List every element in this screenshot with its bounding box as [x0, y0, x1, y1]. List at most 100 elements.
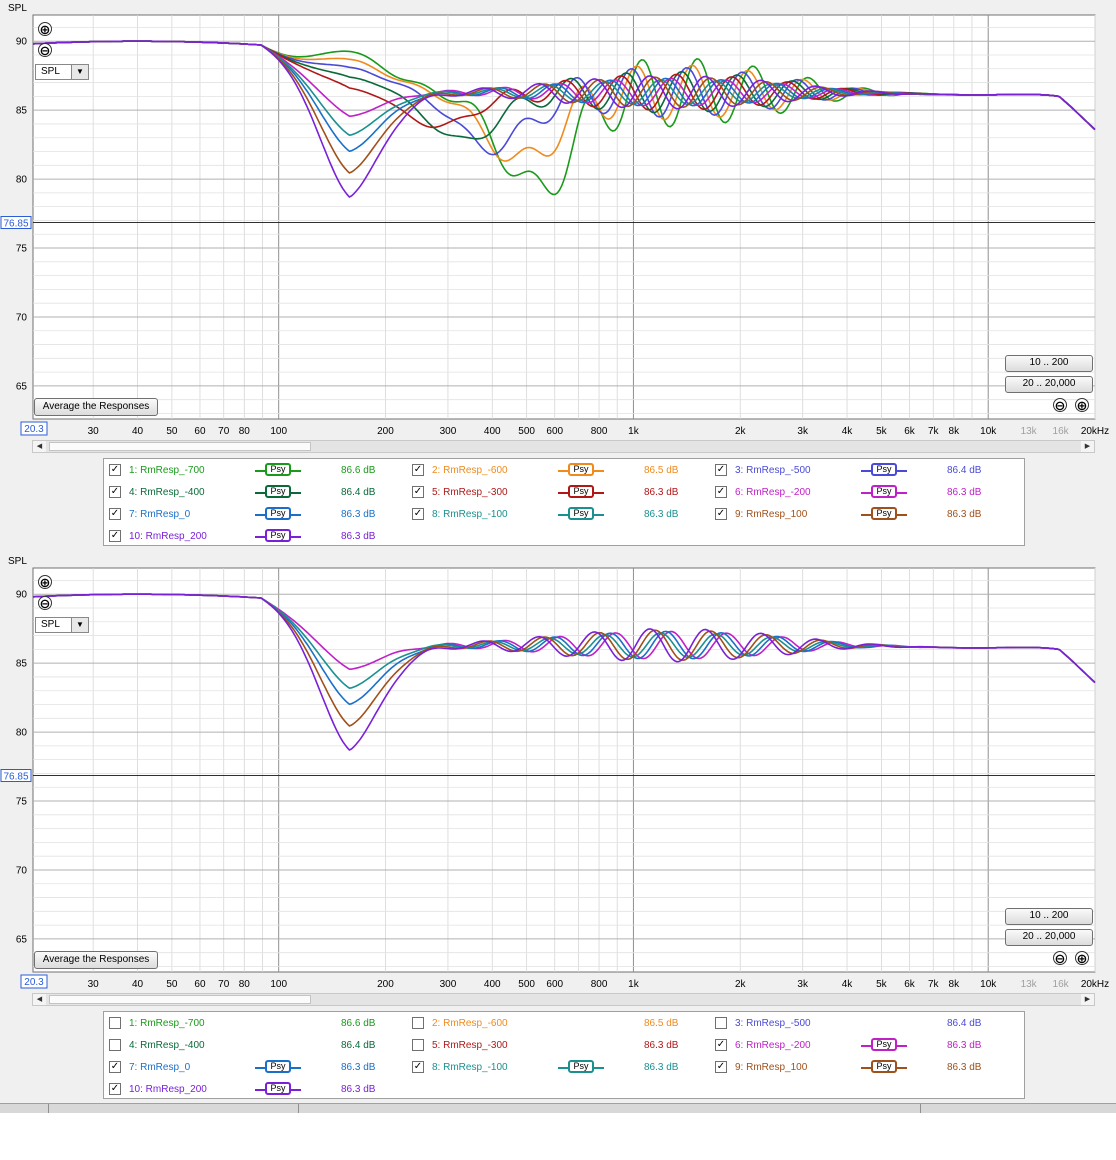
visibility-checkbox[interactable] — [715, 1017, 727, 1029]
measurement-name: 3: RmResp_-500 — [735, 465, 811, 476]
zoom-in-icon[interactable]: ⊕ — [38, 575, 52, 590]
x-tick-label: 600 — [546, 426, 563, 437]
psy-smoothing-indicator[interactable]: Psy — [861, 463, 907, 478]
scroll-left-icon[interactable]: ◀ — [33, 441, 46, 452]
visibility-checkbox[interactable]: ✓ — [715, 464, 727, 476]
x-tick-label: 5k — [876, 426, 888, 437]
measurement-level: 86.3 dB — [341, 531, 376, 542]
chevron-down-icon[interactable]: ▼ — [71, 618, 88, 632]
y-tick-label: 85 — [16, 659, 28, 670]
psy-label: Psy — [568, 1060, 594, 1073]
measurement-level: 86.3 dB — [644, 1062, 679, 1073]
visibility-checkbox[interactable]: ✓ — [109, 1061, 121, 1073]
cursor-x-readout-box — [20, 421, 48, 436]
scrollbar-thumb[interactable] — [49, 442, 311, 451]
psy-smoothing-indicator[interactable]: Psy — [255, 463, 301, 478]
x-tick-label: 30 — [88, 979, 100, 990]
visibility-checkbox[interactable] — [412, 1017, 424, 1029]
x-tick-label: 2k — [735, 979, 747, 990]
psy-smoothing-indicator[interactable]: Psy — [255, 529, 301, 544]
measurement-name: 3: RmResp_-500 — [735, 1018, 811, 1029]
scroll-left-icon[interactable]: ◀ — [33, 994, 46, 1005]
visibility-checkbox[interactable]: ✓ — [715, 486, 727, 498]
y-tick-label: 90 — [16, 590, 28, 601]
visibility-checkbox[interactable]: ✓ — [715, 1061, 727, 1073]
legend-item: ✓ 8: RmResp_-100 Psy 86.3 dB — [412, 1059, 712, 1077]
horizontal-scrollbar[interactable]: ◀ ▶ — [32, 993, 1095, 1006]
x-tick-label: 6k — [904, 979, 916, 990]
x-tick-label: 2k — [735, 426, 747, 437]
visibility-checkbox[interactable] — [109, 1017, 121, 1029]
visibility-checkbox[interactable]: ✓ — [412, 486, 424, 498]
psy-smoothing-indicator[interactable]: Psy — [255, 1060, 301, 1075]
x-tick-label: 20kHz — [1081, 979, 1109, 990]
x-tick-label: 8k — [949, 426, 961, 437]
visibility-checkbox[interactable]: ✓ — [109, 1083, 121, 1095]
graph-panel-bottom: SPL 90 85 80 75 70 65 30 40 50 60 70 80 100 200 300 400 5… — [0, 553, 1116, 1106]
visibility-checkbox[interactable] — [412, 1039, 424, 1051]
measurement-name: 7: RmResp_0 — [129, 509, 191, 520]
x-tick-label: 400 — [484, 979, 501, 990]
psy-smoothing-indicator[interactable]: Psy — [861, 507, 907, 522]
legend-item: ✓ 10: RmResp_200 Psy 86.3 dB — [109, 1081, 409, 1099]
zoom-out-icon[interactable]: ⊖ — [1053, 398, 1067, 413]
visibility-checkbox[interactable]: ✓ — [715, 1039, 727, 1051]
chevron-down-icon[interactable]: ▼ — [71, 65, 88, 79]
zoom-out-icon[interactable]: ⊖ — [38, 596, 52, 611]
series-line-10 — [32, 593, 1096, 752]
range-20-20000-button[interactable]: 20 .. 20,000 — [1005, 929, 1093, 946]
psy-smoothing-indicator[interactable]: Psy — [255, 507, 301, 522]
x-tick-label: 200 — [377, 426, 394, 437]
visibility-checkbox[interactable]: ✓ — [715, 508, 727, 520]
psy-smoothing-indicator[interactable]: Psy — [861, 485, 907, 500]
visibility-checkbox[interactable]: ✓ — [412, 1061, 424, 1073]
psy-smoothing-indicator[interactable]: Psy — [861, 1060, 907, 1075]
x-tick-label: 60 — [194, 979, 206, 990]
scrollbar-thumb[interactable] — [49, 995, 311, 1004]
visibility-checkbox[interactable]: ✓ — [109, 508, 121, 520]
measurement-name: 7: RmResp_0 — [129, 1062, 191, 1073]
horizontal-scrollbar[interactable]: ◀ ▶ — [32, 440, 1095, 453]
psy-smoothing-indicator[interactable]: Psy — [255, 1082, 301, 1097]
range-20-20000-button[interactable]: 20 .. 20,000 — [1005, 376, 1093, 393]
x-tick-label: 100 — [270, 979, 287, 990]
x-tick-label: 300 — [440, 426, 457, 437]
psy-smoothing-indicator[interactable]: Psy — [558, 507, 604, 522]
spl-select[interactable]: SPL ▼ — [35, 64, 89, 80]
visibility-checkbox[interactable]: ✓ — [109, 530, 121, 542]
psy-smoothing-indicator[interactable]: Psy — [558, 1060, 604, 1075]
scroll-right-icon[interactable]: ▶ — [1081, 441, 1094, 452]
visibility-checkbox[interactable] — [109, 1039, 121, 1051]
zoom-out-icon[interactable]: ⊖ — [1053, 951, 1067, 966]
psy-smoothing-indicator[interactable]: Psy — [255, 485, 301, 500]
legend-item: 5: RmResp_-300 86.3 dB — [412, 1037, 712, 1055]
range-10-200-button[interactable]: 10 .. 200 — [1005, 908, 1093, 925]
visibility-checkbox[interactable]: ✓ — [109, 464, 121, 476]
graph-plot-area[interactable]: 90 85 80 75 70 65 30 40 50 60 70 80 100 200 300 400 500 6… — [0, 553, 1116, 1008]
legend-item: ✓ 7: RmResp_0 Psy 86.3 dB — [109, 506, 409, 524]
x-tick-label: 13k — [1021, 979, 1038, 990]
x-tick-label: 3k — [797, 426, 809, 437]
spl-select[interactable]: SPL ▼ — [35, 617, 89, 633]
psy-smoothing-indicator[interactable]: Psy — [861, 1038, 907, 1053]
scroll-right-icon[interactable]: ▶ — [1081, 994, 1094, 1005]
average-responses-button[interactable]: Average the Responses — [34, 398, 158, 416]
psy-smoothing-indicator[interactable]: Psy — [558, 463, 604, 478]
range-10-200-button[interactable]: 10 .. 200 — [1005, 355, 1093, 372]
measurement-name: 10: RmResp_200 — [129, 531, 207, 542]
visibility-checkbox[interactable]: ✓ — [109, 486, 121, 498]
cursor-y-readout: 76.85 — [3, 219, 28, 230]
graph-plot-area[interactable]: 90 85 80 75 70 65 30 40 50 60 70 80 100 200 300 400 500 6… — [0, 0, 1116, 455]
zoom-in-icon[interactable]: ⊕ — [1075, 398, 1089, 413]
x-tick-label: 1k — [628, 426, 640, 437]
psy-smoothing-indicator[interactable]: Psy — [558, 485, 604, 500]
visibility-checkbox[interactable]: ✓ — [412, 508, 424, 520]
x-tick-label: 500 — [518, 426, 535, 437]
zoom-in-icon[interactable]: ⊕ — [1075, 951, 1089, 966]
zoom-out-icon[interactable]: ⊖ — [38, 43, 52, 58]
x-tick-label: 20kHz — [1081, 426, 1109, 437]
average-responses-button[interactable]: Average the Responses — [34, 951, 158, 969]
measurement-name: 1: RmResp_-700 — [129, 1018, 205, 1029]
visibility-checkbox[interactable]: ✓ — [412, 464, 424, 476]
zoom-in-icon[interactable]: ⊕ — [38, 22, 52, 37]
